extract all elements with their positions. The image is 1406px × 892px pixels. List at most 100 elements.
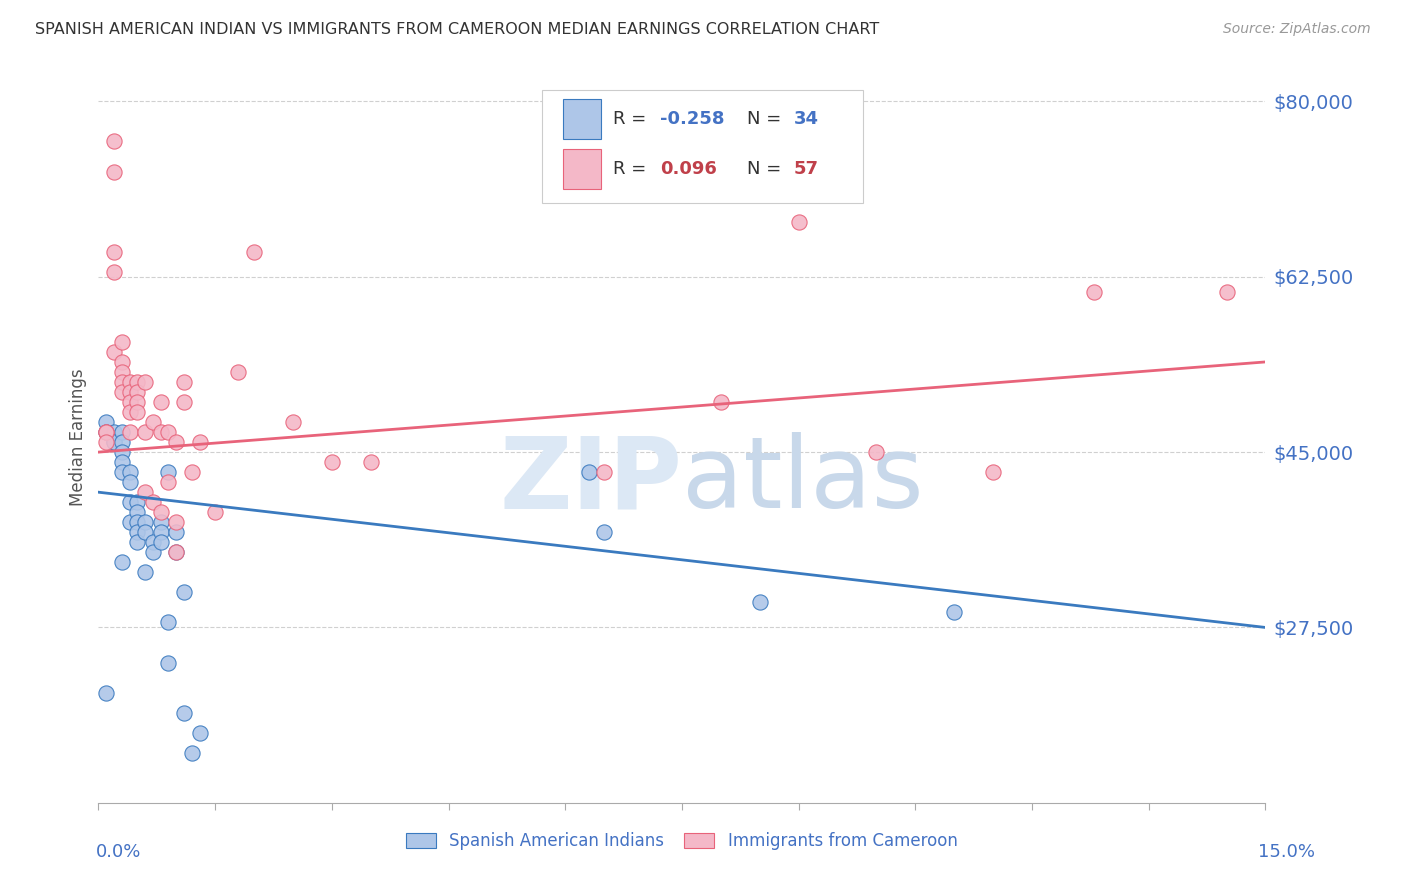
Text: R =: R = [613,111,652,128]
Point [204,505,226,519]
Point [111,555,134,569]
Point [173,375,195,389]
Point [103,135,125,149]
Point [96,435,118,450]
Point [243,244,266,259]
Point [127,375,149,389]
Point [787,214,810,228]
Point [118,384,141,399]
Point [142,415,165,429]
Point [127,505,149,519]
Text: 34: 34 [794,111,818,128]
Point [111,334,134,349]
Text: 57: 57 [794,160,818,178]
FancyBboxPatch shape [562,149,602,189]
Point [103,435,125,450]
Text: Source: ZipAtlas.com: Source: ZipAtlas.com [1223,22,1371,37]
Point [118,405,141,419]
Point [149,515,172,529]
Point [111,355,134,369]
Text: R =: R = [613,160,658,178]
Point [149,505,172,519]
Point [118,475,141,490]
Point [149,525,172,540]
Point [173,395,195,409]
Point [111,384,134,399]
Point [149,395,172,409]
Point [149,425,172,439]
FancyBboxPatch shape [562,99,602,139]
Point [1083,285,1105,299]
Point [360,455,382,469]
Point [157,425,180,439]
Text: N =: N = [747,160,787,178]
Point [578,465,600,479]
Point [111,455,134,469]
Point [165,515,187,529]
Point [173,706,195,720]
Point [165,545,187,559]
Point [127,405,149,419]
Point [134,525,156,540]
Point [127,525,149,540]
Point [943,606,966,620]
Point [142,535,165,549]
Point [127,384,149,399]
Text: N =: N = [747,111,787,128]
Point [118,395,141,409]
Point [111,375,134,389]
Text: 15.0%: 15.0% [1257,843,1315,861]
Point [111,435,134,450]
Point [593,525,616,540]
Point [111,465,134,479]
Point [96,425,118,439]
FancyBboxPatch shape [541,90,863,203]
Point [157,656,180,670]
Point [118,515,141,529]
Point [127,535,149,549]
Point [281,415,304,429]
Text: atlas: atlas [682,433,924,530]
Point [103,265,125,279]
Legend: Spanish American Indians, Immigrants from Cameroon: Spanish American Indians, Immigrants fro… [399,825,965,856]
Point [748,595,770,609]
Text: 0.096: 0.096 [659,160,717,178]
Point [103,425,125,439]
Point [118,495,141,509]
Point [96,425,118,439]
Point [165,525,187,540]
Point [118,425,141,439]
Point [127,395,149,409]
Point [865,445,887,459]
Point [96,415,118,429]
Point [134,566,156,580]
Point [157,465,180,479]
Point [118,375,141,389]
Point [134,375,156,389]
Point [593,465,616,479]
Point [142,495,165,509]
Point [111,365,134,379]
Point [165,435,187,450]
Text: -0.258: -0.258 [659,111,724,128]
Point [103,164,125,178]
Point [710,395,733,409]
Point [321,455,343,469]
Text: 0.0%: 0.0% [96,843,141,861]
Point [96,425,118,439]
Point [134,425,156,439]
Point [165,545,187,559]
Point [127,495,149,509]
Point [173,585,195,599]
Point [180,746,202,760]
Point [134,485,156,500]
Point [134,515,156,529]
Point [1215,285,1237,299]
Point [96,685,118,699]
Point [228,365,250,379]
Point [188,435,211,450]
Point [111,425,134,439]
Point [149,535,172,549]
Text: SPANISH AMERICAN INDIAN VS IMMIGRANTS FROM CAMEROON MEDIAN EARNINGS CORRELATION : SPANISH AMERICAN INDIAN VS IMMIGRANTS FR… [35,22,879,37]
Point [111,445,134,459]
